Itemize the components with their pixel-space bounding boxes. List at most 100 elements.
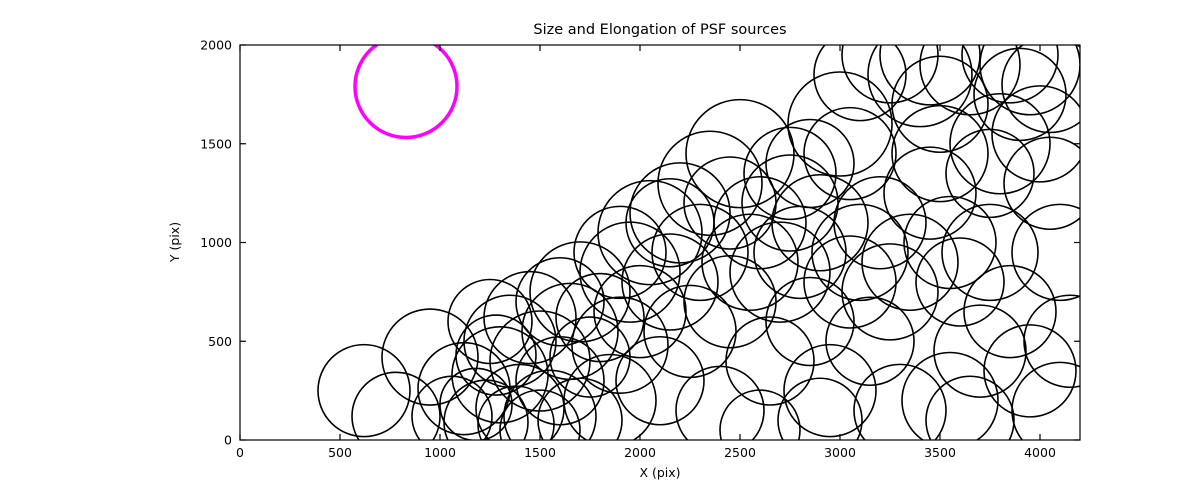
tick-label: 1500 xyxy=(200,136,232,151)
tick-label: 2000 xyxy=(200,38,232,53)
psf-circle xyxy=(503,369,597,440)
chart-title: Size and Elongation of PSF sources xyxy=(533,22,786,38)
psf-circle xyxy=(841,45,939,104)
psf-circle xyxy=(813,45,907,122)
psf-circle xyxy=(725,316,815,406)
psf-circle xyxy=(629,162,731,264)
psf-circle xyxy=(651,203,749,302)
psf-circle xyxy=(719,389,801,440)
tick-label: 0 xyxy=(236,445,244,460)
tick-label: 3500 xyxy=(924,445,956,460)
tick-label: 3000 xyxy=(824,445,856,460)
psf-circle xyxy=(439,367,513,440)
tick-label: 4000 xyxy=(1024,445,1056,460)
psf-circle xyxy=(787,71,893,177)
psf-circle xyxy=(563,353,657,440)
psf-circle xyxy=(381,308,479,406)
psf-circle-highlight xyxy=(353,45,459,140)
psf-circle xyxy=(853,363,947,440)
psf-circle xyxy=(833,175,927,270)
psf-circle xyxy=(675,365,765,440)
psf-circle xyxy=(417,341,511,436)
psf-circle xyxy=(979,45,1080,116)
tick-label: 1000 xyxy=(424,445,456,460)
psf-circle xyxy=(803,235,897,329)
tick-label: 0 xyxy=(224,433,232,448)
axis-ticks xyxy=(239,44,1080,441)
psf-circle xyxy=(593,264,687,359)
tick-label: 2500 xyxy=(724,445,756,460)
psf-circle xyxy=(1011,361,1080,440)
psf-circle xyxy=(443,379,529,440)
psf-circle xyxy=(573,205,667,300)
psf-circle xyxy=(919,45,1021,116)
psf-circle xyxy=(963,264,1057,359)
psf-circle xyxy=(1003,136,1080,231)
psf-circle xyxy=(983,324,1077,418)
psf-circle xyxy=(915,237,1005,327)
psf-circle xyxy=(729,221,831,323)
psf-circle xyxy=(867,45,973,128)
psf-circle xyxy=(783,343,877,438)
x-axis-label: X (pix) xyxy=(639,465,680,480)
psf-circle xyxy=(529,241,631,343)
psf-circle xyxy=(825,296,915,387)
psf-circle xyxy=(811,203,909,302)
psf-circle xyxy=(961,45,1059,104)
psf-circle xyxy=(713,175,807,270)
psf-circle xyxy=(455,314,537,396)
psf-circle xyxy=(941,203,1039,302)
psf-circle xyxy=(743,126,837,221)
psf-circle xyxy=(477,385,555,440)
psf-circle xyxy=(861,213,959,312)
psf-circle xyxy=(555,272,645,363)
tick-label: 1000 xyxy=(200,235,232,250)
psf-circle xyxy=(891,104,989,203)
psf-circle xyxy=(903,195,997,290)
psf-circle xyxy=(597,179,703,286)
psf-circle xyxy=(683,156,777,250)
psf-circle xyxy=(515,335,605,426)
psf-circle xyxy=(625,177,715,268)
psf-circle xyxy=(765,276,855,367)
axis-tick-labels: 0 500 1000 1500 2000 2500 3000 3500 4000 0 500 1000… xyxy=(200,38,1056,461)
y-axis-label: Y (pix) xyxy=(167,222,182,263)
psf-circle xyxy=(537,377,623,440)
psf-circle xyxy=(891,55,989,154)
psf-circle xyxy=(621,233,719,331)
psf-circle xyxy=(685,98,795,209)
psf-circle xyxy=(777,377,863,440)
psf-circle xyxy=(945,128,1035,219)
psf-circle xyxy=(879,45,981,106)
psf-circle xyxy=(701,213,799,312)
psf-circle xyxy=(351,371,441,440)
psf-circle xyxy=(753,205,847,300)
psf-circles-layer xyxy=(317,45,1080,440)
psf-circle xyxy=(1011,203,1080,302)
psf-circle xyxy=(803,106,897,201)
psf-circle xyxy=(447,278,533,365)
psf-circle xyxy=(841,243,939,341)
psf-circle xyxy=(515,256,605,347)
psf-circle xyxy=(883,146,977,240)
psf-circle xyxy=(1023,294,1080,389)
tick-label: 500 xyxy=(208,334,232,349)
psf-circle xyxy=(949,92,1051,195)
psf-circle xyxy=(925,375,1015,440)
psf-circle xyxy=(991,85,1080,183)
psf-circle xyxy=(765,118,855,209)
psf-circle xyxy=(571,296,669,395)
psf-circle xyxy=(1001,45,1080,134)
psf-circle xyxy=(317,343,411,438)
tick-label: 1500 xyxy=(524,445,556,460)
psf-circle xyxy=(483,270,577,365)
tick-label: 500 xyxy=(328,445,352,460)
psf-circle xyxy=(499,389,581,440)
psf-circle xyxy=(933,304,1027,398)
psf-circle xyxy=(579,221,681,323)
psf-circle xyxy=(615,335,705,426)
psf-circle xyxy=(901,351,999,440)
tick-label: 2000 xyxy=(624,445,656,460)
